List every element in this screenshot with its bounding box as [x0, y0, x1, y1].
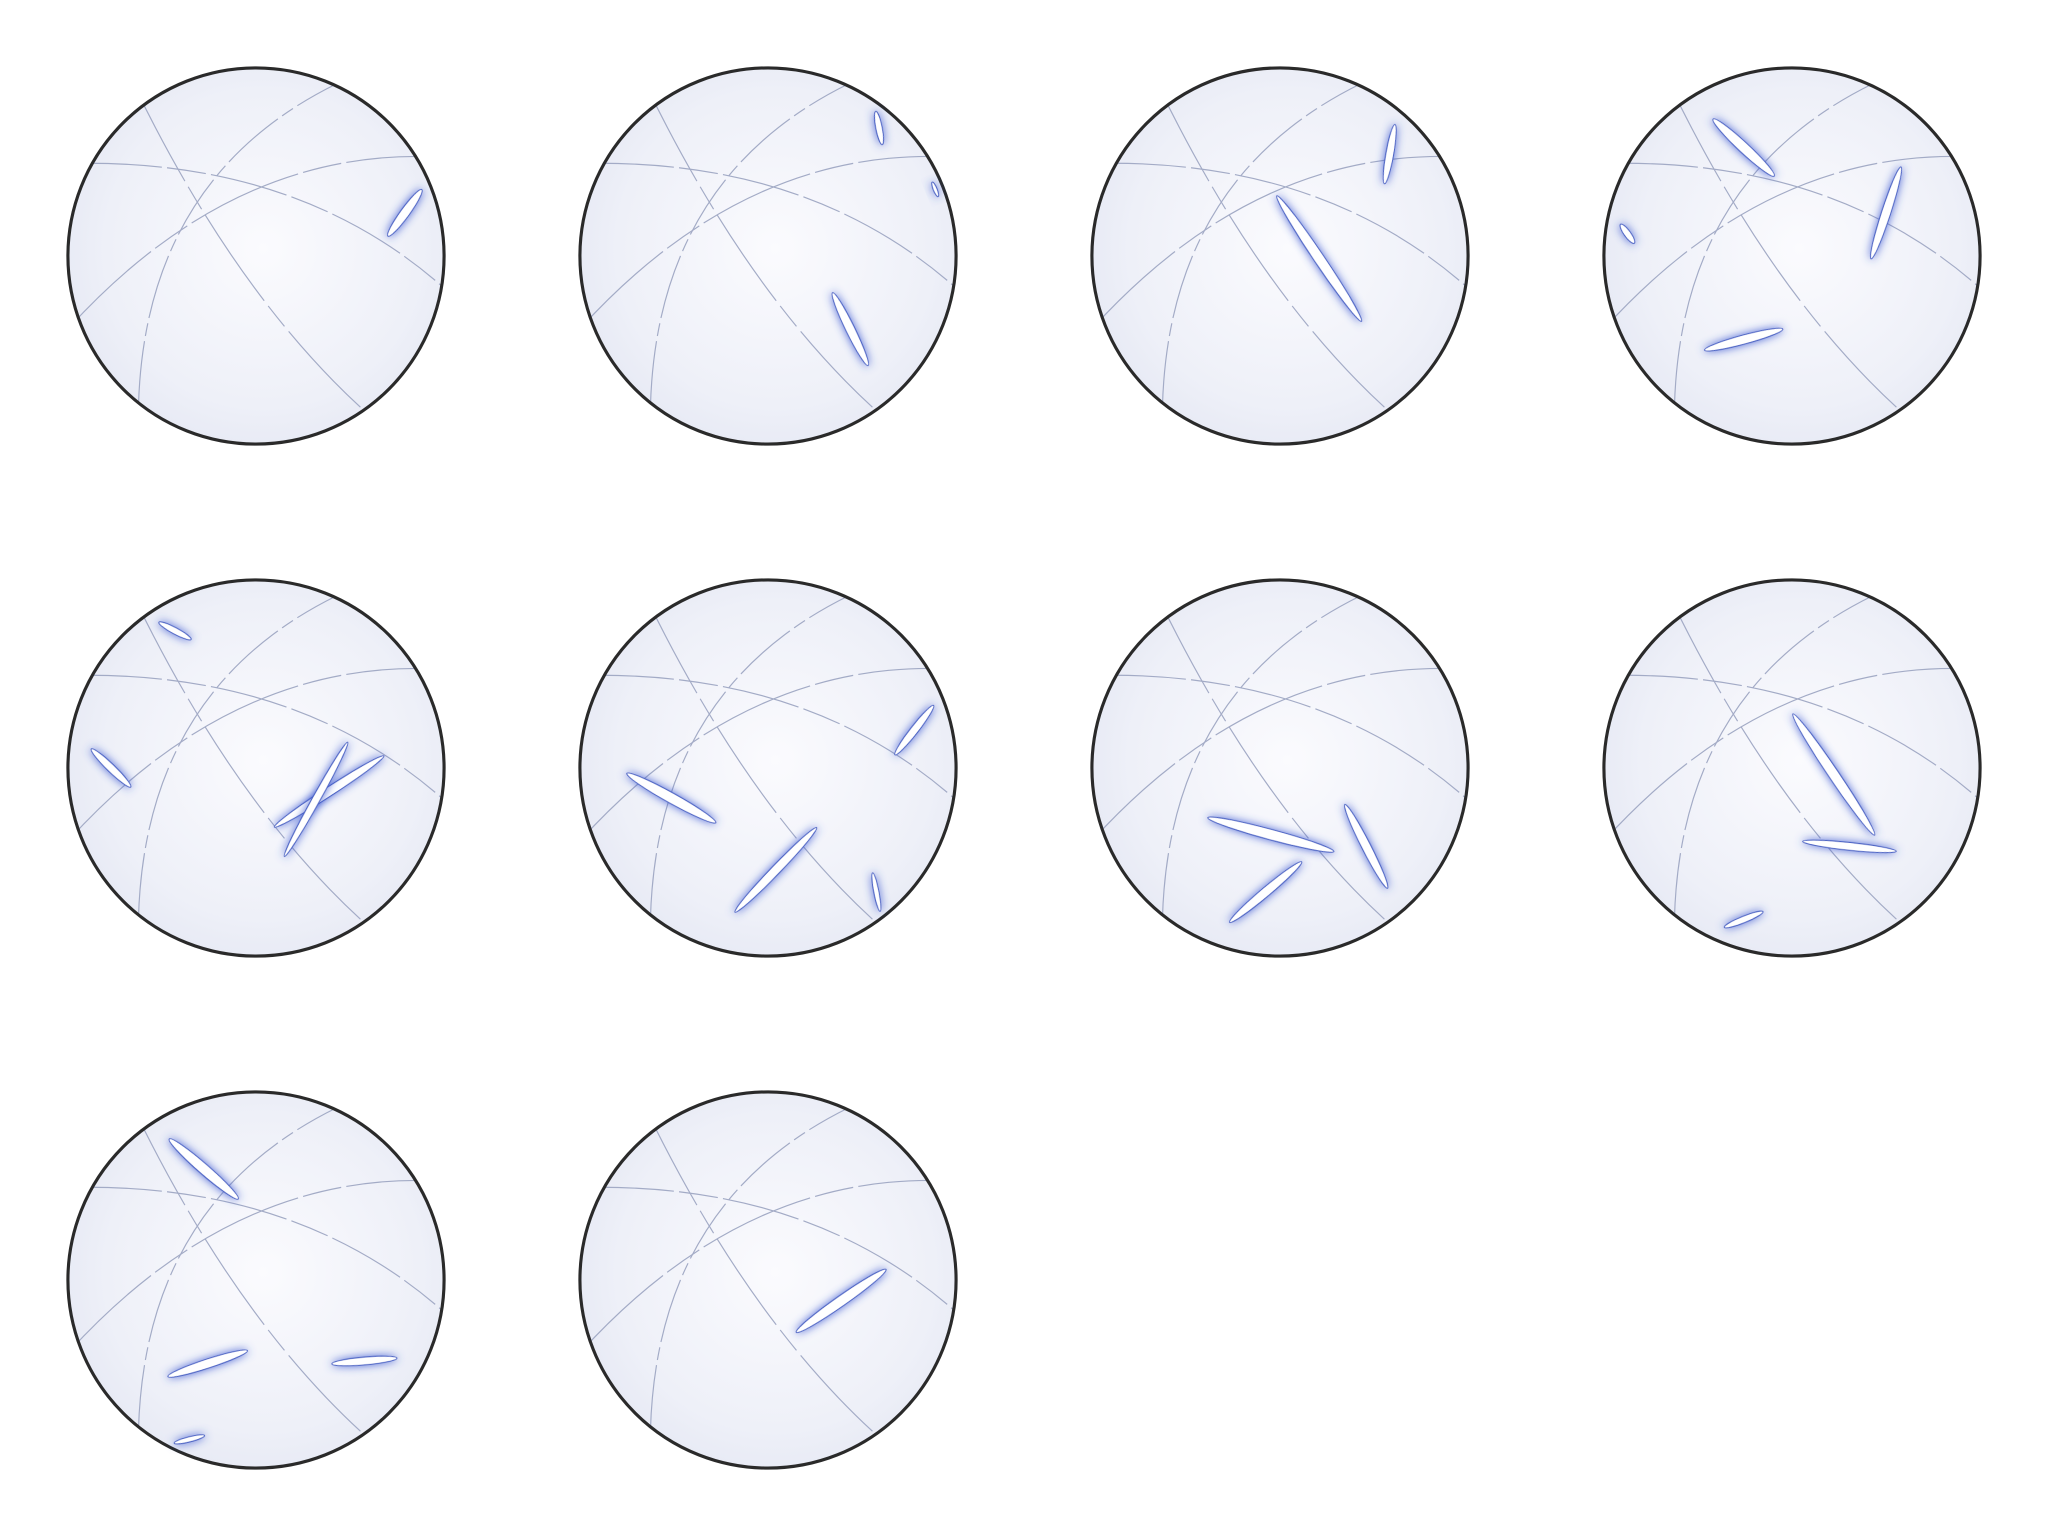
ball-8 — [1601, 580, 1988, 956]
scratch — [931, 181, 940, 198]
scratch — [894, 704, 935, 756]
scratch — [1382, 124, 1397, 185]
scratch — [1276, 195, 1363, 323]
scratch — [1228, 861, 1303, 924]
scratch — [168, 1138, 239, 1200]
scratch — [1619, 223, 1636, 245]
scratch — [873, 110, 885, 146]
scratch — [831, 292, 870, 367]
scratch — [1207, 816, 1335, 853]
scratch — [795, 1268, 887, 1334]
scratch — [1723, 910, 1764, 929]
scratch — [1704, 327, 1784, 352]
ball-1 — [65, 68, 452, 444]
scratch — [90, 748, 132, 788]
scratch — [167, 1349, 248, 1378]
scratch — [626, 772, 717, 824]
scratch — [173, 1434, 206, 1445]
scratch — [387, 188, 423, 237]
ball-9 — [65, 1092, 452, 1468]
scratch — [1792, 713, 1876, 836]
scratch — [1802, 839, 1897, 854]
scratch — [1869, 166, 1903, 260]
scratch — [734, 826, 818, 913]
ball-4 — [1601, 68, 1988, 444]
ball-3 — [1089, 68, 1476, 444]
ball-10 — [577, 1092, 964, 1468]
scratch — [158, 621, 192, 641]
ball-6 — [577, 580, 964, 956]
scratch — [331, 1355, 398, 1367]
scratch — [1343, 803, 1389, 889]
scratches — [90, 110, 1903, 1445]
ball-7 — [1089, 580, 1476, 956]
ball-5 — [65, 580, 452, 956]
scratch — [283, 741, 349, 858]
scratch — [871, 872, 882, 912]
scratch — [1712, 118, 1775, 177]
ball-2 — [577, 68, 964, 444]
